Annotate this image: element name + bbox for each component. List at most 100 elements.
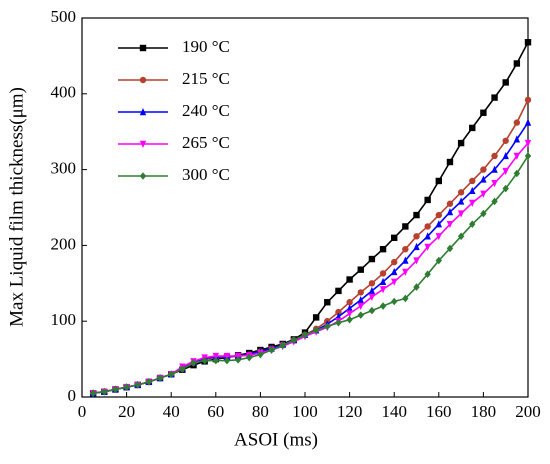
- marker: [513, 152, 521, 160]
- x-tick-label: 20: [118, 402, 135, 421]
- marker: [212, 352, 219, 361]
- marker: [480, 190, 487, 198]
- y-tick-label: 0: [68, 386, 77, 405]
- marker: [379, 302, 387, 310]
- marker: [413, 257, 420, 265]
- marker: [346, 299, 353, 306]
- marker: [469, 199, 476, 207]
- marker: [89, 389, 97, 398]
- marker: [457, 189, 465, 196]
- marker: [457, 210, 465, 218]
- marker: [435, 256, 442, 265]
- marker: [368, 293, 376, 301]
- marker: [357, 266, 364, 273]
- marker: [413, 283, 420, 291]
- marker: [223, 356, 231, 365]
- x-axis-label: ASOI (ms): [234, 429, 318, 450]
- y-tick-label: 400: [51, 83, 77, 102]
- marker: [513, 60, 521, 67]
- marker: [480, 175, 487, 183]
- marker: [491, 165, 498, 173]
- marker: [391, 278, 398, 286]
- marker: [524, 152, 532, 160]
- marker: [446, 200, 454, 207]
- legend-label: 300 °C: [182, 165, 230, 184]
- marker: [391, 297, 398, 306]
- marker: [513, 135, 521, 143]
- marker: [513, 119, 521, 126]
- marker: [357, 302, 364, 311]
- x-tick-label: 40: [163, 402, 180, 421]
- marker: [402, 256, 409, 264]
- marker: [402, 294, 409, 303]
- marker: [379, 286, 387, 294]
- y-tick-label: 500: [51, 7, 77, 26]
- marker: [346, 276, 353, 283]
- marker: [368, 280, 376, 287]
- marker: [457, 197, 465, 205]
- marker: [346, 310, 353, 318]
- marker: [139, 76, 147, 84]
- marker: [134, 381, 141, 389]
- marker: [379, 270, 387, 277]
- marker: [268, 346, 275, 354]
- marker: [168, 370, 175, 379]
- marker: [413, 242, 420, 251]
- legend-label: 240 °C: [182, 101, 230, 120]
- marker: [312, 326, 320, 335]
- marker: [335, 287, 342, 295]
- marker: [346, 315, 353, 324]
- marker: [402, 223, 409, 230]
- marker: [223, 352, 231, 361]
- marker: [335, 308, 342, 316]
- marker: [424, 196, 431, 204]
- x-tick-label: 180: [471, 402, 497, 421]
- marker: [469, 124, 476, 132]
- marker: [424, 223, 431, 230]
- marker: [524, 39, 532, 46]
- marker: [139, 108, 147, 116]
- y-axis-label: Max Liquid film thickness(μm): [6, 87, 27, 327]
- marker: [435, 211, 442, 219]
- marker: [469, 220, 476, 228]
- marker: [368, 286, 376, 295]
- marker: [424, 270, 431, 279]
- marker: [446, 244, 454, 253]
- marker: [201, 356, 208, 365]
- marker: [246, 353, 253, 362]
- marker: [379, 245, 387, 253]
- marker: [413, 211, 420, 219]
- marker: [524, 96, 532, 104]
- marker: [502, 79, 509, 86]
- legend-label: 265 °C: [182, 133, 230, 152]
- marker: [469, 177, 476, 185]
- marker: [379, 277, 387, 285]
- marker: [524, 139, 532, 148]
- marker: [413, 233, 420, 240]
- marker: [457, 232, 465, 241]
- marker: [402, 268, 409, 276]
- marker: [312, 314, 320, 321]
- marker: [480, 209, 487, 218]
- marker: [279, 341, 286, 350]
- marker: [480, 109, 487, 116]
- marker: [435, 177, 442, 185]
- marker: [357, 295, 364, 304]
- marker: [190, 359, 197, 367]
- x-tick-label: 140: [381, 402, 407, 421]
- marker: [368, 306, 376, 315]
- marker: [357, 311, 364, 319]
- marker: [424, 243, 431, 251]
- marker: [402, 245, 409, 253]
- marker: [335, 318, 342, 327]
- marker: [491, 180, 498, 188]
- marker: [469, 186, 476, 195]
- marker: [513, 169, 521, 178]
- marker: [457, 139, 465, 147]
- marker: [179, 365, 186, 373]
- marker: [145, 378, 153, 386]
- marker: [290, 336, 298, 344]
- series-line: [93, 122, 529, 395]
- marker: [257, 350, 264, 359]
- y-tick-label: 200: [51, 234, 77, 253]
